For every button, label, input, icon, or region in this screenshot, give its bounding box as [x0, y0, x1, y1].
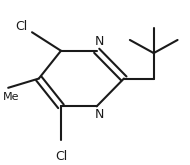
Text: N: N: [95, 35, 104, 48]
Text: Cl: Cl: [55, 149, 67, 163]
Text: N: N: [95, 108, 104, 121]
Text: Me: Me: [3, 92, 20, 102]
Text: Cl: Cl: [15, 20, 27, 33]
